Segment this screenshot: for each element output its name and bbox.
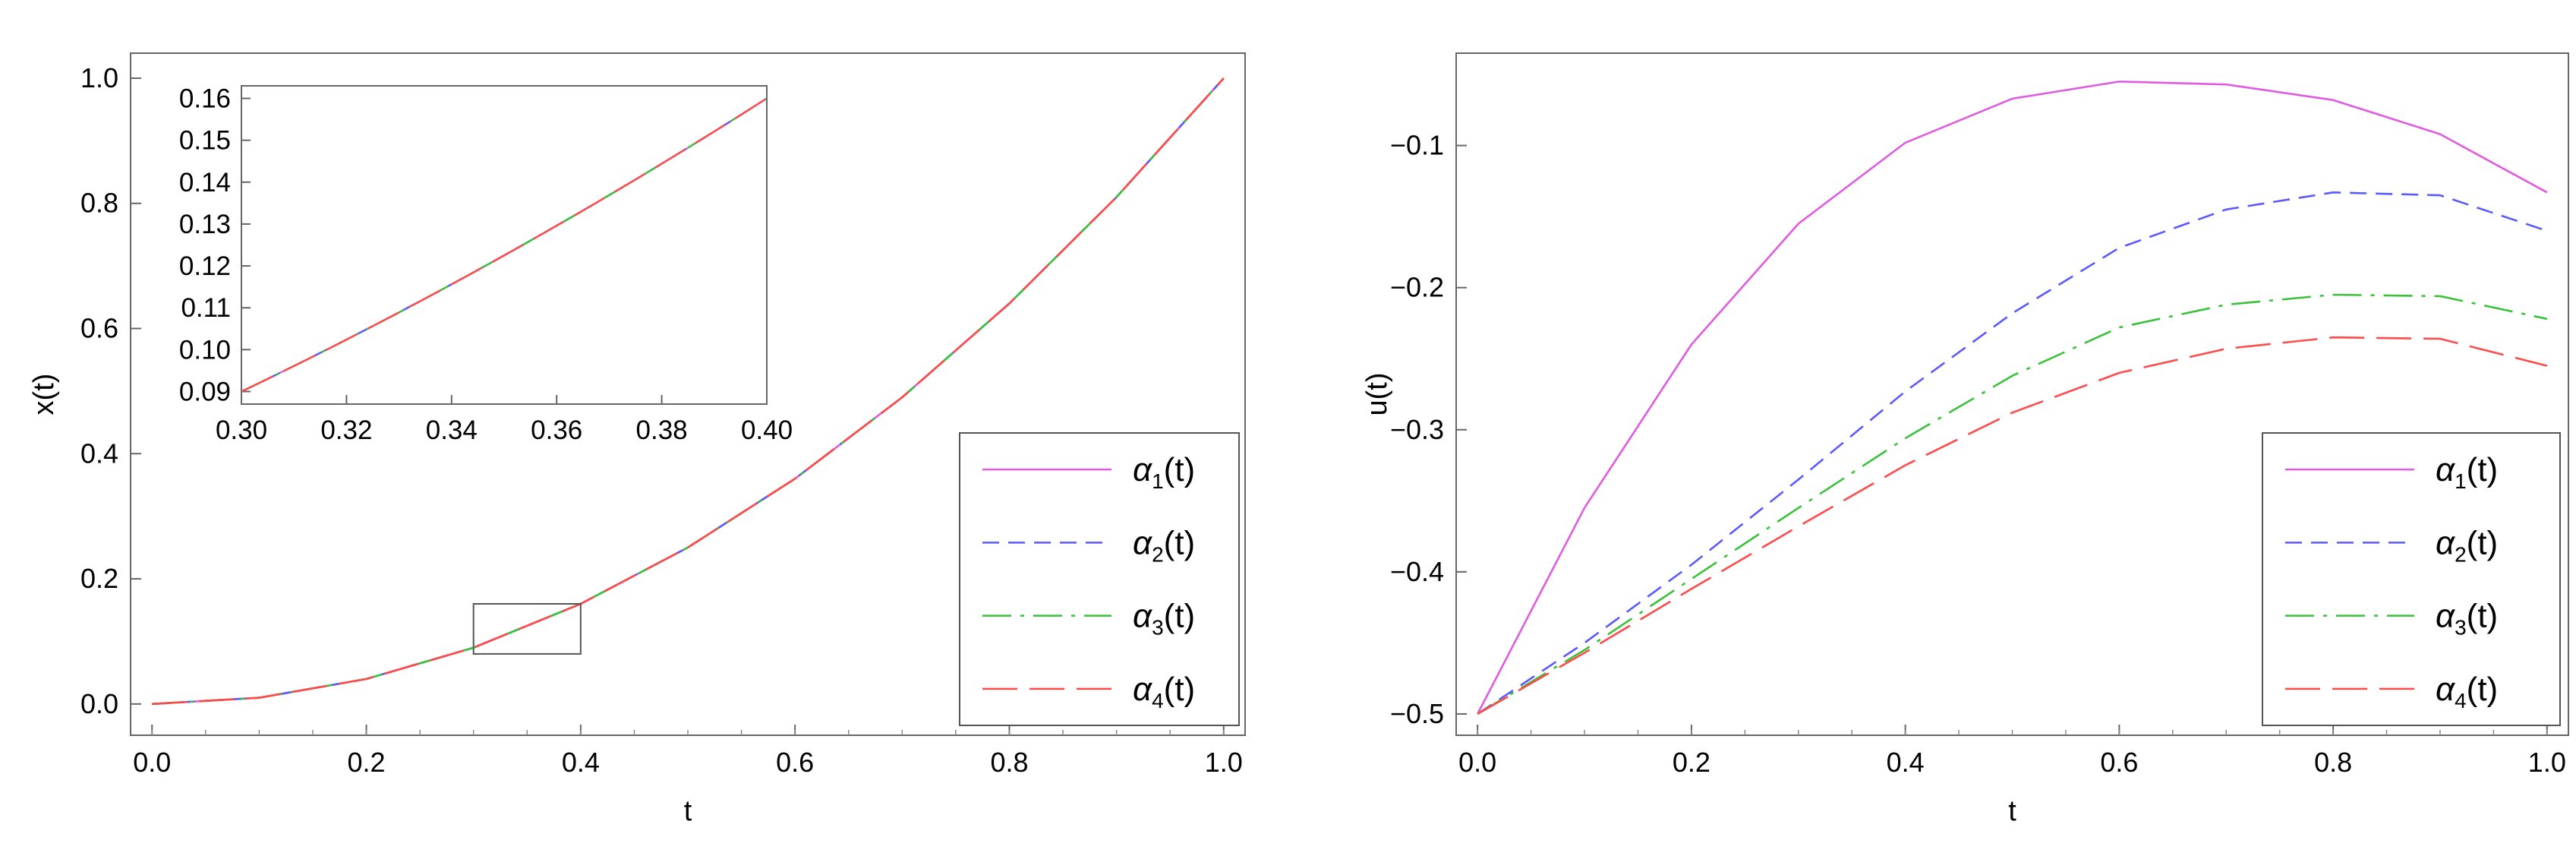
x-tick-label: 0.0 xyxy=(1458,747,1496,778)
inset-y-tick-label: 0.14 xyxy=(179,168,231,197)
y-tick-label: 0.0 xyxy=(80,688,118,719)
y-tick-label: −0.1 xyxy=(1390,130,1444,161)
legend-label-2: α2(t) xyxy=(1133,524,1195,566)
y-tick-label: −0.2 xyxy=(1390,272,1444,303)
y-tick-label: 0.4 xyxy=(80,438,118,469)
legend-box xyxy=(2262,432,2561,726)
inset-y-tick-label: 0.10 xyxy=(179,335,231,365)
y-tick-label: −0.4 xyxy=(1390,556,1444,587)
series-4-line xyxy=(1477,336,2548,716)
x-tick-label: 0.6 xyxy=(2100,747,2138,778)
x-tick-label: 0.0 xyxy=(133,747,171,778)
x-tick-label: 0.8 xyxy=(990,747,1028,778)
legend-label-3: α3(t) xyxy=(1133,598,1195,640)
inset-y-tick-label: 0.11 xyxy=(181,293,231,323)
legend-label-1: α1(t) xyxy=(2436,451,2498,493)
x-tick-label: 1.0 xyxy=(1205,747,1243,778)
series-2-line xyxy=(1477,191,2548,715)
series-3-line xyxy=(1477,293,2548,716)
y-tick-label: −0.5 xyxy=(1390,698,1444,729)
y-tick-label: 1.0 xyxy=(80,62,118,93)
inset-y-tick-label: 0.15 xyxy=(179,126,231,156)
x-tick-label: 0.4 xyxy=(1887,747,1925,778)
y-tick-label: 0.6 xyxy=(80,312,118,343)
y-axis-label: x(t) xyxy=(28,374,60,415)
inset-y-tick-label: 0.13 xyxy=(179,210,231,239)
x-tick-label: 0.2 xyxy=(348,747,386,778)
x-axis-label: t xyxy=(684,795,692,827)
inset-x-tick-label: 0.38 xyxy=(636,415,688,445)
inset-x-tick-label: 0.32 xyxy=(320,415,372,445)
x-tick-label: 0.8 xyxy=(2314,747,2352,778)
inset-frame xyxy=(241,85,768,405)
series-4-line xyxy=(152,77,1225,706)
legend-box xyxy=(959,432,1240,726)
legend-label-4: α4(t) xyxy=(2436,671,2498,712)
legend-label-4: α4(t) xyxy=(1133,671,1195,712)
inset-y-tick-label: 0.09 xyxy=(179,377,231,406)
inset-x-tick-label: 0.34 xyxy=(426,415,478,445)
zoom-region-box xyxy=(472,602,582,655)
y-axis-label: u(t) xyxy=(1361,373,1393,416)
legend-label-1: α1(t) xyxy=(1133,451,1195,493)
x-tick-label: 0.4 xyxy=(562,747,600,778)
x-tick-label: 1.0 xyxy=(2528,747,2566,778)
x-tick-label: 0.6 xyxy=(776,747,814,778)
inset-series-4-line xyxy=(241,97,767,393)
y-tick-label: −0.3 xyxy=(1390,414,1444,445)
inset-x-tick-label: 0.30 xyxy=(216,415,267,445)
series-1-line xyxy=(1477,81,2548,715)
inset-y-tick-label: 0.16 xyxy=(179,84,231,114)
legend-label-3: α3(t) xyxy=(2436,598,2498,640)
x-tick-label: 0.2 xyxy=(1673,747,1711,778)
inset-x-tick-label: 0.40 xyxy=(741,415,793,445)
x-axis-label: t xyxy=(2008,795,2016,827)
inset-y-tick-label: 0.12 xyxy=(179,251,231,281)
inset-x-tick-label: 0.36 xyxy=(531,415,582,445)
y-tick-label: 0.8 xyxy=(80,188,118,219)
y-tick-label: 0.2 xyxy=(80,563,118,594)
legend-label-2: α2(t) xyxy=(2436,524,2498,566)
